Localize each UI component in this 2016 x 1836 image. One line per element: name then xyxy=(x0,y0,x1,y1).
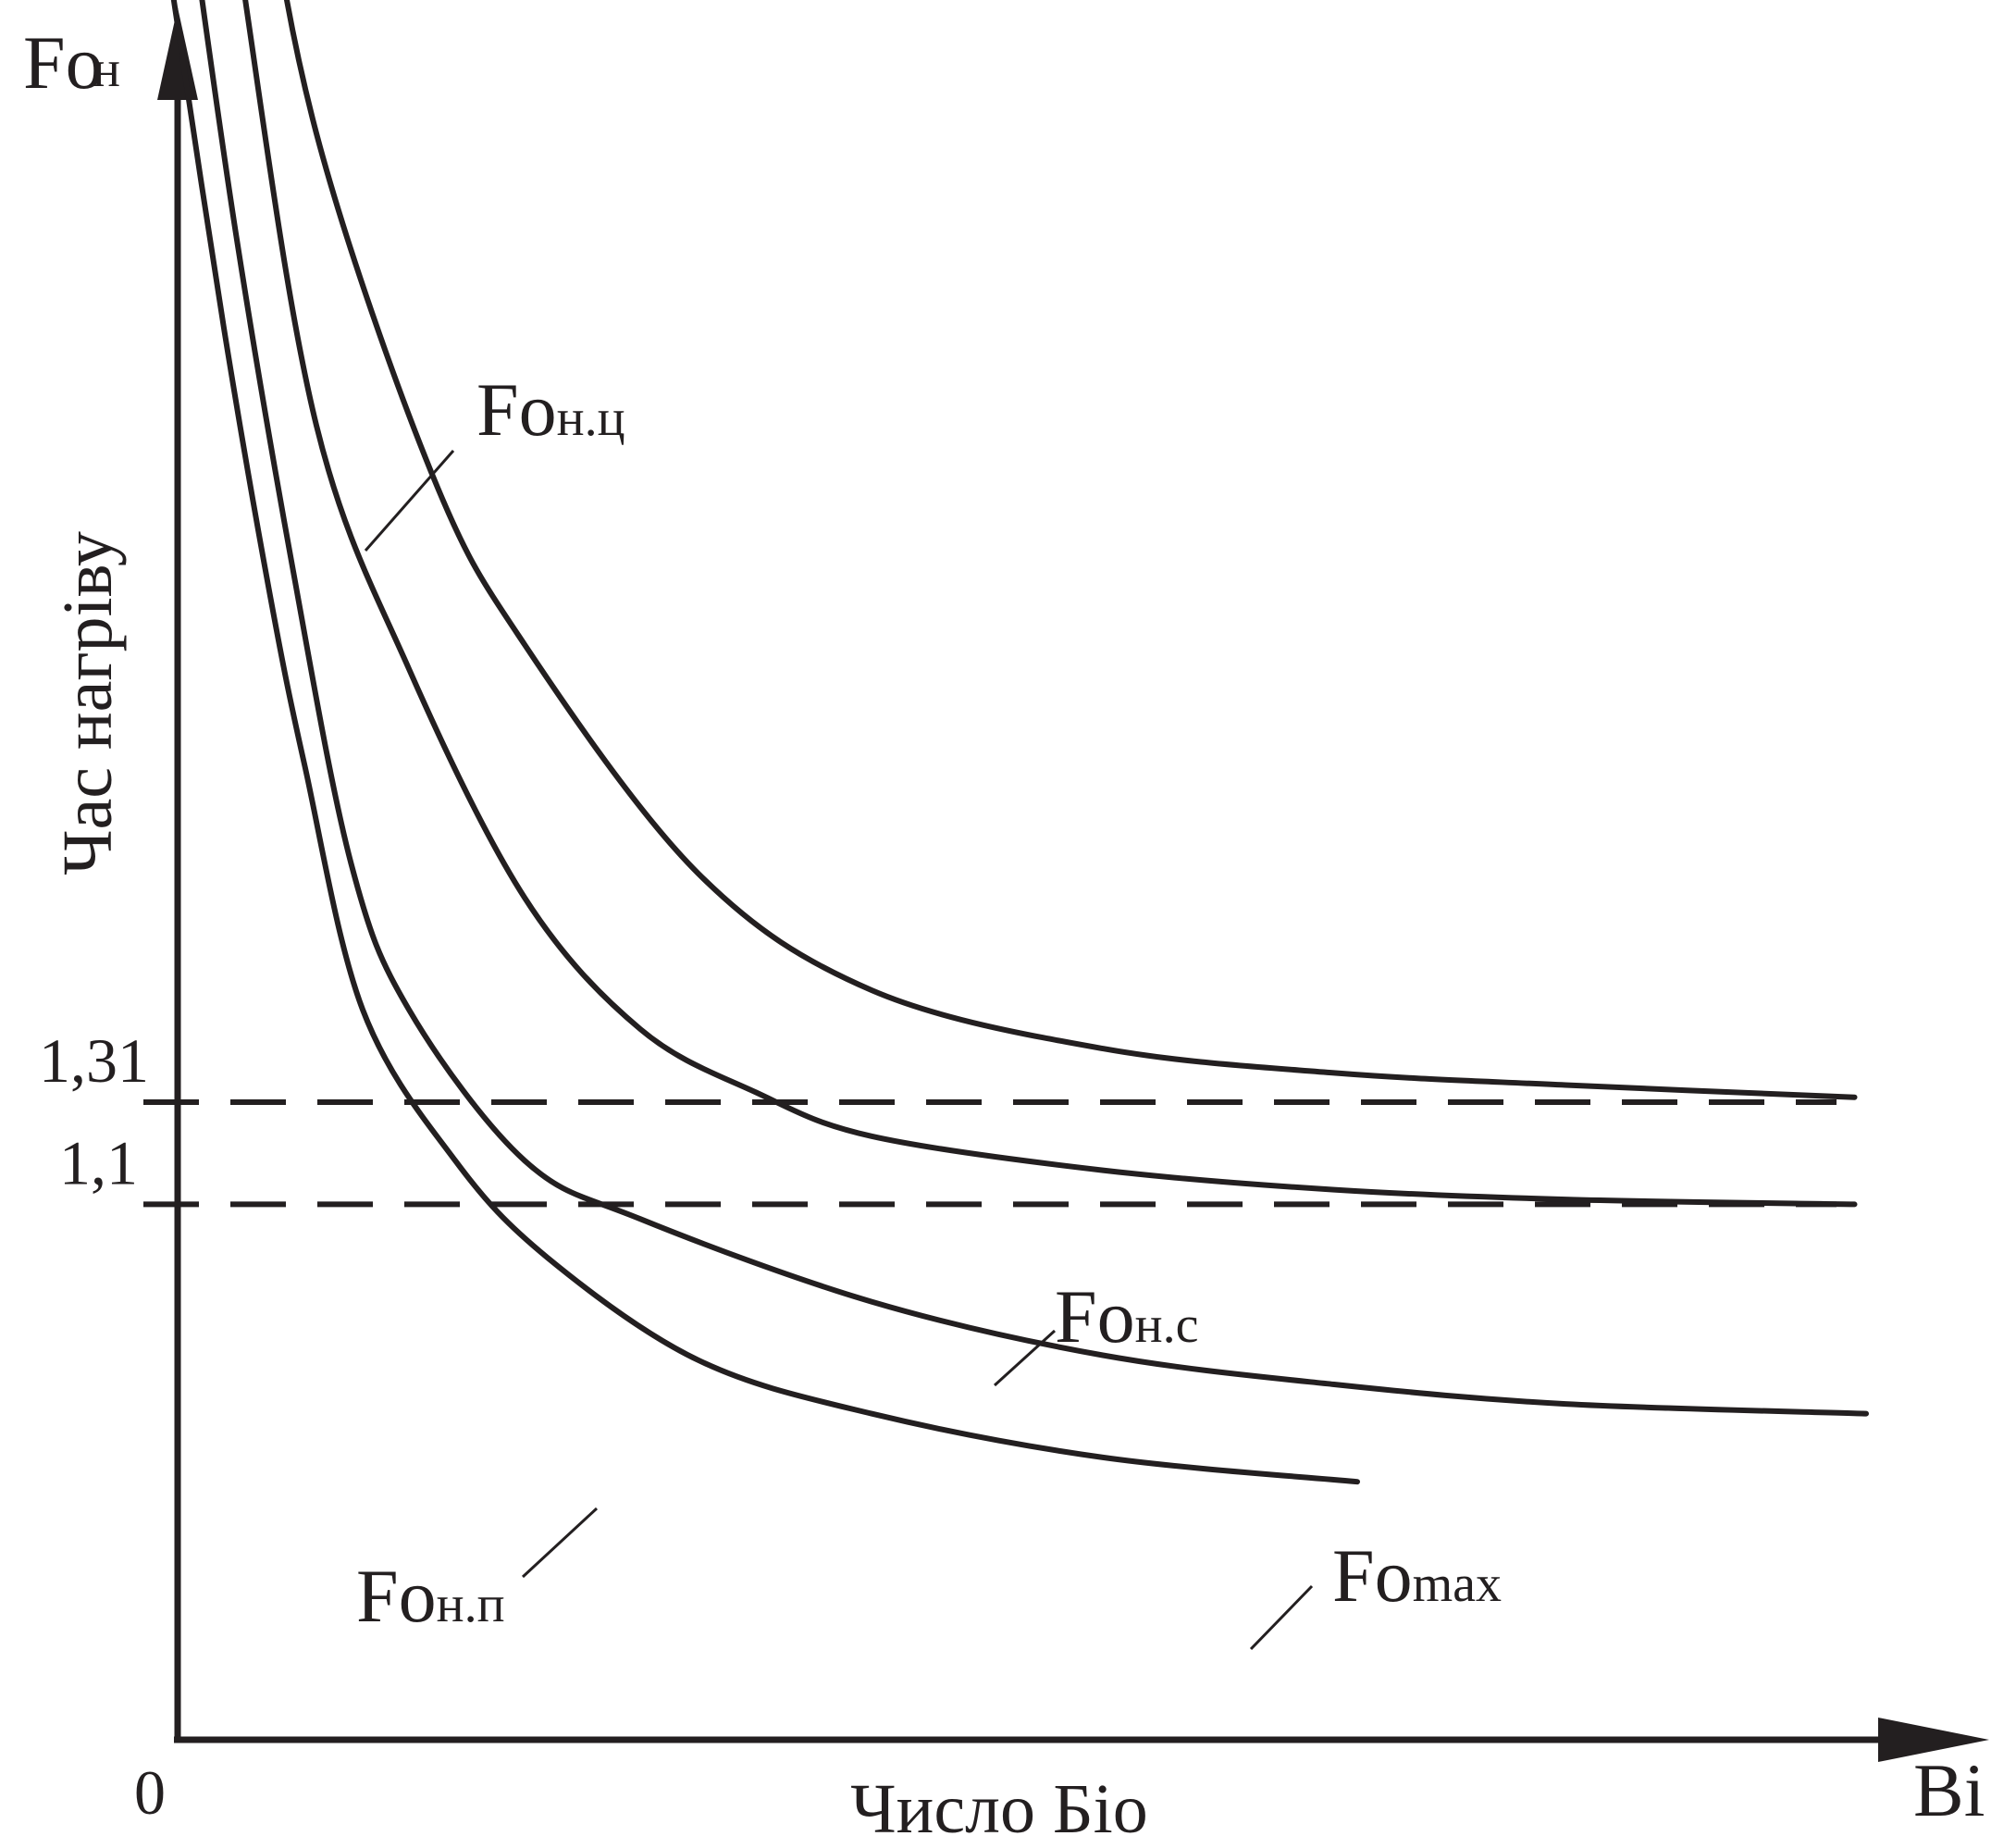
label-fo-n-s-main: Fo xyxy=(1055,1274,1135,1358)
label-fo-n-s-sub: н.с xyxy=(1135,1296,1199,1354)
reference-label-1-31: 1,31 xyxy=(39,1025,149,1096)
curve-fo-n-s xyxy=(242,0,1858,1208)
label-fo-max-sub: max xyxy=(1413,1556,1502,1613)
leader-fo-n-s xyxy=(993,1329,1057,1387)
leader-fo-max xyxy=(1249,1584,1314,1651)
label-fo-n-s: Foн.с xyxy=(1055,1274,1198,1358)
x-axis-arrow xyxy=(1878,1718,1989,1762)
origin-label: 0 xyxy=(134,1757,166,1828)
y-axis-symbol-sub: н xyxy=(93,41,120,98)
reference-label-1-1: 1,1 xyxy=(59,1127,138,1197)
label-fo-n-p-main: Fo xyxy=(356,1554,437,1638)
x-axis-symbol: Bi xyxy=(1913,1748,1985,1832)
label-fo-n-ts-sub: н.ц xyxy=(557,390,625,447)
curve-fo-max xyxy=(199,0,1869,1417)
label-fo-max-main: Fo xyxy=(1332,1533,1413,1618)
y-axis-label: Час нагріву xyxy=(49,531,127,875)
leader-fo-n-ts xyxy=(364,450,455,552)
label-fo-n-p-sub: н.п xyxy=(437,1576,505,1633)
label-fo-max: Fomax xyxy=(1332,1533,1502,1618)
y-axis-symbol: Fo xyxy=(23,20,104,105)
label-fo-n-ts: Foн.ц xyxy=(476,367,625,452)
curve-fo-n-p xyxy=(170,0,1360,1485)
label-fo-n-p: Foн.п xyxy=(356,1554,505,1638)
label-fo-n-ts-main: Fo xyxy=(476,367,557,452)
curve-fo-n-ts xyxy=(283,0,1858,1100)
x-axis-label: Число Біо xyxy=(850,1770,1147,1836)
leader-fo-n-p xyxy=(521,1507,599,1579)
